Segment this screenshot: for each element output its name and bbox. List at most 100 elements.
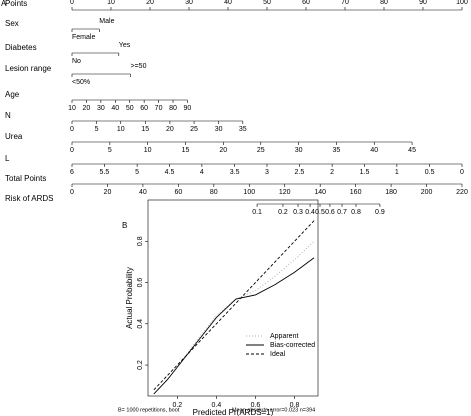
row-label: Risk of ARDS — [5, 194, 53, 203]
row-label: Sex — [5, 19, 19, 28]
tick-label: 6 — [70, 169, 74, 176]
tick-label: 35 — [333, 147, 341, 154]
series-line — [153, 220, 315, 391]
tick-label: 30 — [185, 0, 193, 6]
tick-label: 0 — [70, 126, 74, 133]
tick-label: Male — [99, 18, 114, 25]
tick-label: 10 — [144, 147, 152, 154]
tick-label: 35 — [239, 126, 247, 133]
x-tick-label: 0.8 — [290, 402, 300, 409]
tick-label: 0 — [70, 147, 74, 154]
tick-label: 50 — [263, 0, 271, 6]
tick-label: 25 — [257, 147, 265, 154]
row-label: Lesion range — [5, 64, 52, 73]
tick-label: 180 — [385, 189, 397, 196]
tick-label: 20 — [219, 147, 227, 154]
tick-label: 15 — [182, 147, 190, 154]
tick-label: 0.5 — [315, 209, 325, 216]
tick-label: 0.2 — [278, 209, 288, 216]
tick-label: 50 — [126, 105, 134, 112]
tick-label: 2 — [330, 169, 334, 176]
row-label: N — [5, 111, 11, 120]
legend-label: Apparent — [270, 333, 298, 340]
tick-label: 120 — [279, 189, 291, 196]
row-label: Points — [5, 0, 27, 8]
tick-label: 0.4 — [305, 209, 315, 216]
tick-label: 2.5 — [295, 169, 305, 176]
tick-label: Yes — [119, 42, 131, 49]
tick-label: 60 — [302, 0, 310, 6]
tick-label: 220 — [456, 189, 468, 196]
series-line — [153, 240, 315, 395]
tick-label: 10 — [68, 105, 76, 112]
x-tick-label: 0.6 — [251, 402, 261, 409]
panel-label: A — [1, 0, 7, 8]
tick-label: 30 — [97, 105, 105, 112]
tick-label: 3 — [265, 169, 269, 176]
tick-label: 100 — [243, 189, 255, 196]
y-tick-label: 0.6 — [137, 278, 144, 288]
y-tick-label: 0.4 — [137, 319, 144, 329]
tick-label: 1 — [395, 169, 399, 176]
tick-label: 100 — [456, 0, 468, 6]
row-label: Total Points — [5, 174, 46, 183]
tick-label: 140 — [314, 189, 326, 196]
tick-label: 4 — [200, 169, 204, 176]
legend-label: Bias-corrected — [270, 342, 315, 349]
tick-label: 0.6 — [325, 209, 335, 216]
legend-label: Ideal — [270, 351, 286, 358]
plot-frame — [147, 199, 319, 397]
tick-label: 60 — [174, 189, 182, 196]
tick-label: 20 — [104, 189, 112, 196]
tick-label: 1.5 — [360, 169, 370, 176]
tick-label: Female — [72, 34, 95, 41]
tick-label: 40 — [224, 0, 232, 6]
panel-label: B — [122, 221, 127, 230]
tick-label: 0.1 — [252, 209, 262, 216]
tick-label: 0 — [70, 0, 74, 6]
tick-label: <50% — [72, 79, 90, 86]
tick-label: 0.7 — [337, 209, 347, 216]
tick-label: 0.8 — [351, 209, 361, 216]
tick-label: 70 — [155, 105, 163, 112]
tick-label: 25 — [190, 126, 198, 133]
tick-label: 30 — [215, 126, 223, 133]
tick-label: 40 — [111, 105, 119, 112]
tick-label: 0.5 — [425, 169, 435, 176]
series-line — [153, 257, 315, 395]
tick-label: 10 — [117, 126, 125, 133]
tick-label: 60 — [140, 105, 148, 112]
y-tick-label: 0.8 — [137, 236, 144, 246]
tick-label: 200 — [421, 189, 433, 196]
tick-label: 45 — [408, 147, 416, 154]
tick-label: 20 — [166, 126, 174, 133]
tick-label: 0.9 — [375, 209, 385, 216]
tick-label: 0.3 — [293, 209, 303, 216]
y-axis-title: Actual Probability — [125, 267, 134, 329]
tick-label: 160 — [350, 189, 362, 196]
y-tick-label: 0.2 — [137, 360, 144, 370]
footnote: Mean absolute error=0.023 n=394 — [232, 407, 315, 413]
tick-label: 4.5 — [165, 169, 175, 176]
x-tick-label: 0.2 — [172, 402, 182, 409]
row-label: L — [5, 154, 10, 163]
tick-label: 80 — [380, 0, 388, 6]
tick-label: 10 — [107, 0, 115, 6]
tick-label: 70 — [341, 0, 349, 6]
tick-label: 5 — [95, 126, 99, 133]
row-label: Diabetes — [5, 43, 37, 52]
tick-label: No — [72, 58, 81, 65]
tick-label: 5.5 — [100, 169, 110, 176]
tick-label: >=50 — [131, 63, 147, 70]
tick-label: 90 — [419, 0, 427, 6]
tick-label: 80 — [210, 189, 218, 196]
x-tick-label: 0.4 — [212, 402, 222, 409]
row-label: Urea — [5, 132, 23, 141]
tick-label: 0 — [460, 169, 464, 176]
tick-label: 15 — [141, 126, 149, 133]
tick-label: 90 — [184, 105, 192, 112]
x-axis-title: Predicted Pr(ARDS=1) — [193, 408, 274, 416]
footnote: B= 1000 repetitions, boot — [118, 407, 180, 413]
tick-label: 40 — [139, 189, 147, 196]
